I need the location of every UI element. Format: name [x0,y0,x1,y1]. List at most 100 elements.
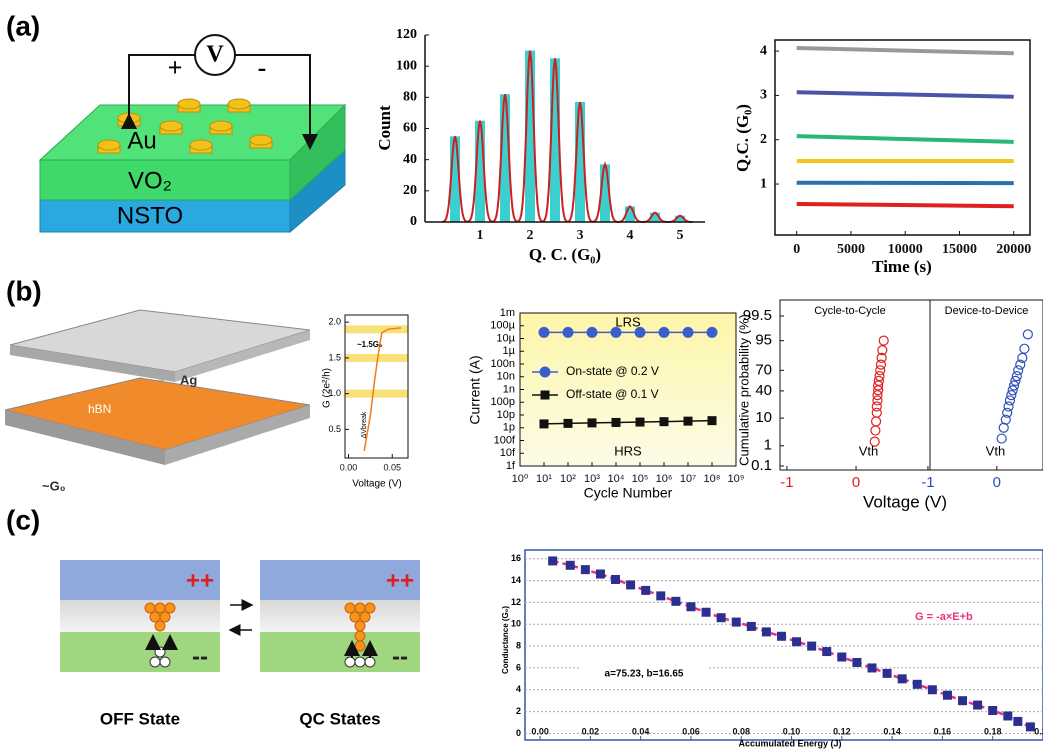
bar [625,206,635,222]
fit-peak [517,50,544,223]
atomic-diagram: Ag hBN ~G₀ [4,309,311,493]
x-axis-label: Q. C. (G₀) [529,245,601,264]
point [882,668,892,678]
bar [500,94,510,222]
state-label: QC States [299,709,380,728]
y-tick-label: 1n [503,383,515,395]
point [973,700,983,710]
y-tick-label: 1.0 [328,388,341,398]
x-tick-label: 0 [852,474,860,491]
y-axis-label: G (2e²/h) [322,368,333,408]
fit-peak [617,205,643,223]
point [1013,365,1024,376]
point [867,663,877,673]
series-line [796,134,1014,144]
annotation: LRS [615,314,641,329]
filament [144,602,376,652]
point [580,565,590,575]
y-tick-label: 1 [760,176,767,191]
hbn-sheet [4,377,311,451]
point [869,436,880,447]
point [701,607,711,617]
legend-marker [539,366,551,378]
annotation-box [580,664,708,684]
x-tick-label: 2 [527,228,534,243]
y-tick-label: 99.5 [743,307,772,324]
ion [344,602,356,614]
electrode-bottom [60,632,220,672]
gap [260,600,420,632]
y-tick-label: 6 [516,662,521,672]
point [587,418,597,428]
point [1000,414,1011,425]
electrode-top [249,134,273,146]
x-tick-label: 0.05 [383,462,401,472]
y-tick-label: 0 [410,214,417,229]
point [1004,395,1016,406]
x-tick-label: 10000 [888,242,923,257]
y-tick-label: 10 [511,619,521,629]
bar [650,212,660,222]
fit-peak [542,58,568,223]
fit-peak [492,94,518,223]
y-tick-label: 80 [403,90,417,105]
y-tick-label: 1 [764,437,772,454]
bar [525,50,535,223]
y-tick-label: 1p [503,422,515,434]
x-tick-label: 10⁴ [608,473,625,485]
electrode-top [260,560,420,600]
fit-peak [467,120,493,223]
plot-frame [929,299,1043,471]
annotation: G = -a×E+b [915,611,973,623]
point [683,416,693,426]
plot-frame [344,314,409,459]
device-diagram: + V - Au VO₂ NSTO [38,34,347,234]
point [1003,401,1014,412]
series-line [796,45,1014,56]
x-tick-label: 0.16 [934,726,952,736]
point [562,326,574,338]
point [873,375,884,386]
plot-frame [774,39,1031,236]
diagram-label: - [258,53,267,82]
x-tick-label: 15000 [942,242,977,257]
y-tick-label: 100f [494,434,516,446]
atoms [149,646,376,668]
point [872,390,883,401]
x-tick-label: 10⁵ [632,473,649,485]
diagram-label: ~G₀ [42,478,66,493]
y-tick-label: 60 [403,121,417,136]
point [1003,711,1013,721]
y-axis-label: Count [375,105,394,151]
x-tick-label: 1 [477,228,484,243]
point [610,326,622,338]
gap [60,600,220,632]
diagram-label: Au [127,127,156,154]
hbn-sheet-edge [165,405,310,465]
ion [159,611,171,623]
electrode-top [209,120,233,132]
point [761,627,771,637]
y-tick-label: 1µ [503,345,516,357]
point [586,326,598,338]
y-tick-label: 1m [500,307,515,319]
x-tick-label: 10⁶ [656,473,673,485]
panel-label: (b) [6,275,42,306]
electrode-top [177,98,201,110]
y-tick-label: 100 [396,58,417,73]
point [872,395,883,406]
point [958,696,968,706]
polarity: ++ [386,567,414,594]
y-tick-label: 8 [516,640,521,650]
y-tick-label: 2 [760,132,767,147]
y-tick-label: 40 [403,152,417,167]
band [345,325,408,334]
y-tick-label: 14 [511,575,521,585]
point [822,647,832,657]
y-tick-label: 0 [516,728,521,738]
ag-sheet [9,309,311,373]
point [988,706,998,716]
y-tick-label: 10µ [496,332,515,344]
x-tick-label: 10² [560,473,576,485]
